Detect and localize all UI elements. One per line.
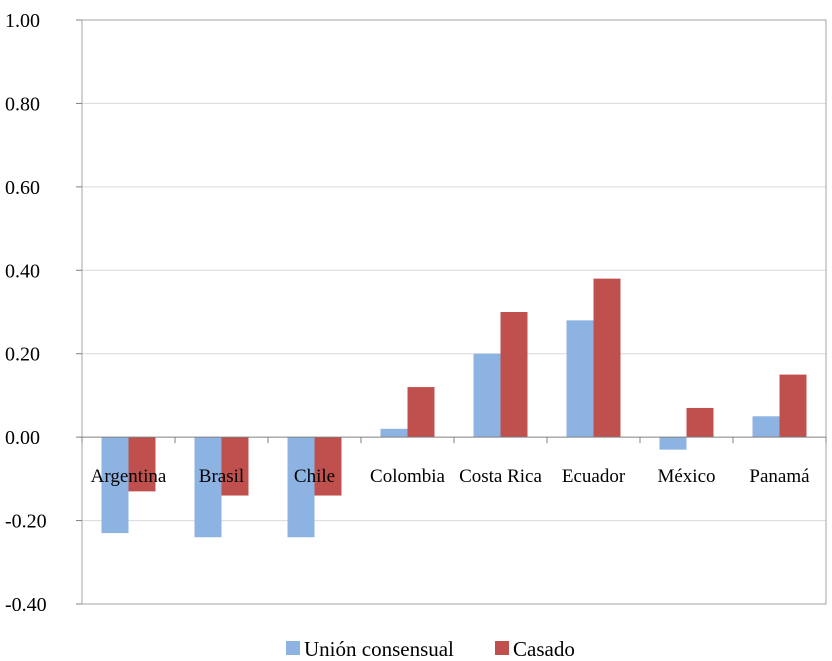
x-tick-label-costa-rica: Costa Rica — [459, 466, 542, 487]
bar-union-consensual-costa-rica — [473, 353, 501, 438]
bar-casado-panama — [779, 374, 807, 438]
legend-label-casado: Casado — [513, 637, 575, 661]
bar-casado-argentina — [128, 437, 156, 492]
x-tick-label-brasil: Brasil — [199, 466, 244, 487]
bar-casado-brasil — [221, 437, 249, 496]
legend-label-union-consensual: Unión consensual — [304, 637, 454, 661]
y-tick-label: 0.40 — [5, 260, 40, 282]
bar-casado-colombia — [407, 387, 435, 438]
y-tick-label: -0.40 — [5, 594, 47, 616]
bar-union-consensual-colombia — [380, 428, 408, 438]
x-tick-label-mexico: México — [657, 466, 715, 487]
y-tick-label: 0.80 — [5, 93, 40, 115]
x-tick-label-argentina: Argentina — [91, 466, 167, 487]
bar-union-consensual-panama — [752, 416, 780, 438]
y-tick-label: 0.20 — [5, 344, 40, 366]
y-tick-label: 0.60 — [5, 177, 40, 199]
x-tick-label-ecuador: Ecuador — [562, 466, 626, 487]
x-tick-label-panama: Panamá — [749, 466, 810, 487]
bar-casado-costa-rica — [500, 312, 528, 438]
y-tick-label: 1.00 — [5, 10, 40, 32]
legend-swatch-union-consensual — [286, 641, 300, 655]
x-tick-label-colombia: Colombia — [370, 466, 446, 487]
bar-casado-ecuador — [593, 278, 621, 438]
bar-casado-mexico — [686, 407, 714, 438]
bar-union-consensual-ecuador — [566, 320, 594, 438]
bar-union-consensual-argentina — [101, 437, 129, 534]
bar-casado-chile — [314, 437, 342, 496]
legend: Unión consensual Casado — [286, 637, 575, 661]
bar-union-consensual-brasil — [194, 437, 222, 538]
y-tick-label: -0.20 — [5, 511, 47, 533]
bar-union-consensual-mexico — [659, 437, 687, 450]
gridlines — [82, 19, 826, 522]
y-axis: -0.40 -0.20 0.00 0.20 0.40 0.60 0.80 1.00 — [5, 10, 82, 616]
bar-union-consensual-chile — [287, 437, 315, 538]
legend-swatch-casado — [495, 641, 509, 655]
bars — [101, 278, 807, 538]
x-axis: Argentina Brasil Chile Colombia Costa Rica Ec… — [81, 436, 827, 487]
x-tick-label-chile: Chile — [294, 466, 335, 487]
plot-area — [81, 19, 827, 605]
plot-border — [81, 19, 827, 605]
y-tick-label: 0.00 — [5, 427, 40, 449]
